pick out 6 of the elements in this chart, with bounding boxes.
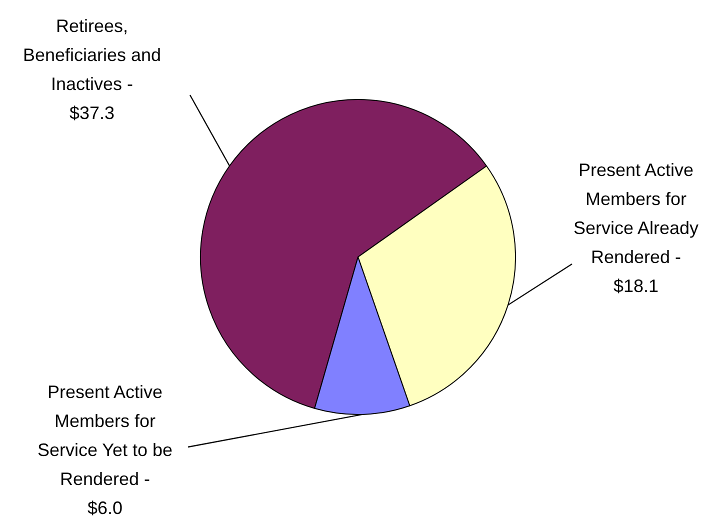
data-label: $37.3 xyxy=(69,102,115,123)
data-label: $6.0 xyxy=(87,498,123,518)
slice-label: Retirees, Beneficiaries and Inactives - xyxy=(22,16,162,94)
slice-label: Present Active Members for Service Already Rendered - xyxy=(573,160,699,267)
data-label: $18.1 xyxy=(613,276,659,296)
slice-label: Present Active Members for Service Yet to be Rendered - xyxy=(37,382,173,489)
